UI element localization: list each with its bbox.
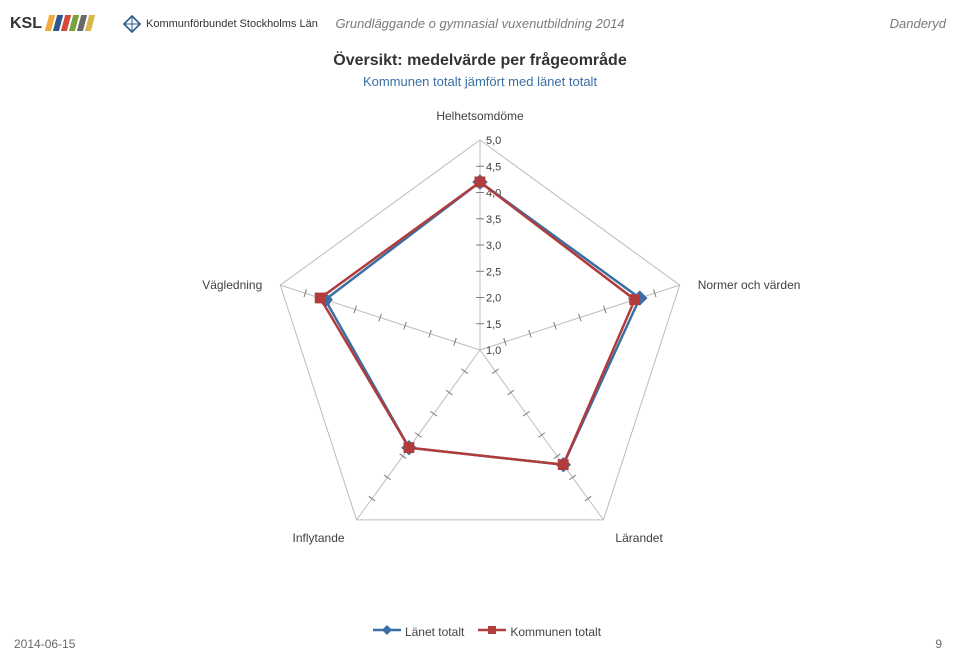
svg-text:Lärandet: Lärandet	[615, 531, 663, 545]
svg-text:5,0: 5,0	[486, 135, 501, 147]
svg-text:2,0: 2,0	[486, 293, 501, 305]
region-label: Danderyd	[890, 16, 946, 31]
svg-text:Helhetsomdöme: Helhetsomdöme	[436, 109, 524, 123]
chart-title: Översikt: medelvärde per frågeområde	[0, 52, 960, 70]
svg-text:1,5: 1,5	[486, 319, 501, 331]
svg-text:3,5: 3,5	[486, 214, 501, 226]
footer-page-number: 9	[935, 637, 942, 651]
chart-subtitle: Kommunen totalt jämfört med länet totalt	[0, 74, 960, 89]
svg-text:2,5: 2,5	[486, 266, 501, 278]
svg-text:Vägledning: Vägledning	[202, 278, 262, 292]
document-title: Grundläggande o gymnasial vuxenutbildnin…	[0, 16, 960, 31]
svg-text:Inflytande: Inflytande	[293, 531, 345, 545]
page-header: KSL Kommunförbundet Stockholms Län Grund…	[0, 8, 960, 40]
legend-swatch	[373, 624, 401, 639]
chart-legend: Länet totalt Kommunen totalt	[0, 624, 960, 639]
legend-label: Länet totalt	[405, 625, 464, 639]
svg-text:4,5: 4,5	[486, 161, 501, 173]
legend-label: Kommunen totalt	[510, 625, 601, 639]
svg-text:Normer och värden: Normer och värden	[698, 278, 801, 292]
svg-text:3,0: 3,0	[486, 240, 501, 252]
page-root: KSL Kommunförbundet Stockholms Län Grund…	[0, 0, 960, 659]
footer-date: 2014-06-15	[14, 637, 75, 651]
radar-chart: 5,04,54,03,53,02,52,01,51,0Helhetsomdöme…	[0, 90, 960, 595]
legend-swatch	[478, 624, 506, 639]
svg-text:1,0: 1,0	[486, 345, 501, 357]
